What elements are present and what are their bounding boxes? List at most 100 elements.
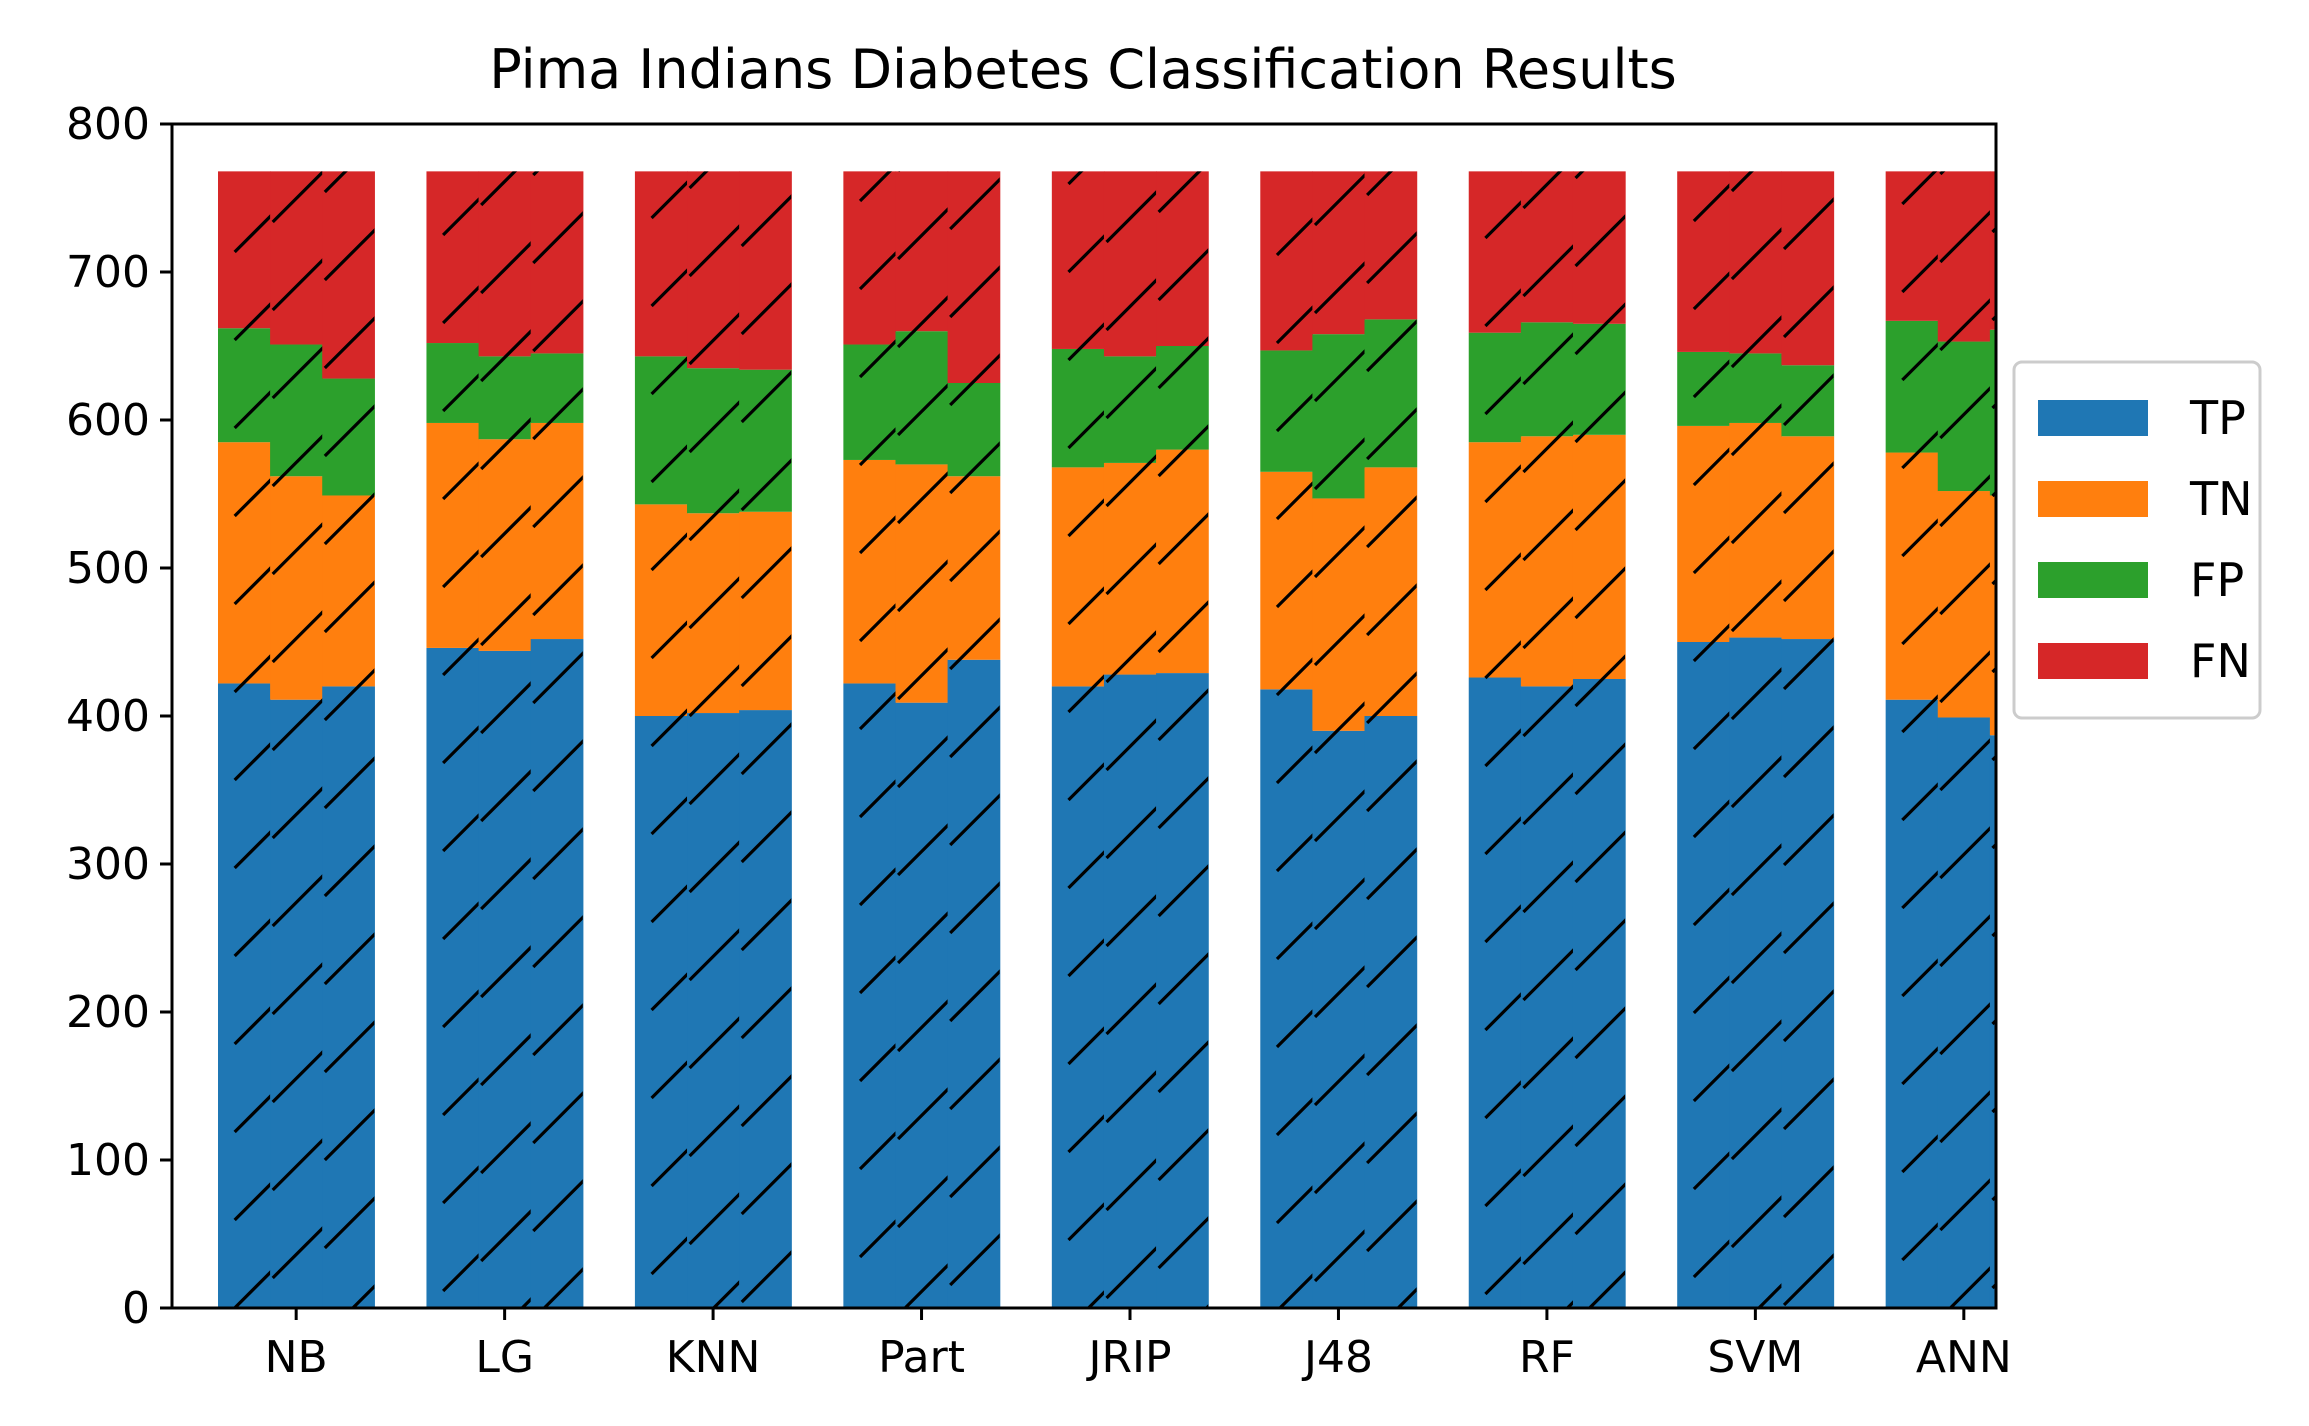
bar-fn-lg-2	[478, 171, 532, 357]
bar-tp-knn-1	[634, 716, 688, 1308]
hatch-line	[1730, 1019, 1782, 1073]
hatch-line	[532, 739, 583, 793]
hatch-ann-1	[1901, 171, 1938, 1262]
hatch-line	[1157, 952, 1209, 1006]
hatch-line	[1991, 1018, 1996, 1026]
x-tick-label: RF	[1519, 1332, 1575, 1383]
hatch-line	[1694, 1393, 1754, 1426]
hatch-line	[688, 171, 709, 190]
hatch-line	[1576, 0, 1636, 2]
hatch-line	[323, 1196, 375, 1250]
hatch-ann-2	[1939, 171, 1990, 1308]
hatch-line	[896, 823, 948, 877]
bar-tp-jrip-3	[1156, 673, 1209, 1308]
hatch-line	[323, 1108, 375, 1162]
x-tick-label: JRIP	[1085, 1332, 1171, 1383]
hatch-line	[949, 1145, 1000, 1199]
bar-fp-nb-3	[322, 378, 375, 496]
hatch-line	[1365, 1023, 1417, 1077]
hatch-line	[1574, 1182, 1626, 1236]
bar-tn-part-1	[843, 459, 897, 684]
hatch-line	[740, 194, 792, 248]
bar-tn-ann-2	[1937, 491, 1991, 718]
bar-fn-rf-1	[1468, 171, 1522, 333]
hatch-line	[1991, 842, 1996, 850]
hatch-line	[902, 1263, 948, 1308]
bar-tn-rf-2	[1520, 436, 1574, 687]
hatch-line	[1692, 359, 1730, 399]
hatch-line	[949, 353, 1000, 407]
hatch-line	[858, 867, 896, 907]
hatch-line	[711, 1280, 740, 1308]
hatch-line	[896, 1087, 948, 1141]
hatch-lg-2	[480, 171, 531, 1308]
hatch-nb-3	[323, 171, 375, 1308]
hatch-line	[233, 1094, 271, 1134]
hatch-line	[740, 722, 792, 776]
hatch-line	[1522, 948, 1573, 1002]
hatch-line	[1901, 254, 1938, 294]
hatch-line	[949, 705, 1000, 759]
hatch-line	[1730, 843, 1782, 897]
hatch-rf-2	[1522, 171, 1583, 1426]
hatch-line	[480, 417, 531, 471]
hatch-line	[532, 475, 583, 529]
hatch-line	[1484, 200, 1521, 240]
hatch-line	[273, 0, 333, 46]
hatch-part-1	[858, 171, 896, 1308]
y-tick-label: 300	[66, 839, 150, 890]
hatch-line	[480, 329, 531, 383]
hatch-line	[650, 268, 688, 308]
hatch-line	[1105, 190, 1157, 244]
hatch-line	[1485, 1410, 1545, 1426]
hatch-line	[896, 383, 948, 437]
hatch-line	[442, 197, 479, 237]
legend-label-tn: TN	[2189, 472, 2253, 526]
hatch-line	[1067, 410, 1104, 450]
bar-tp-rf-3	[1572, 679, 1626, 1308]
hatch-line	[650, 356, 688, 396]
hatch-line	[1523, 1380, 1583, 1426]
hatch-line	[1275, 1097, 1313, 1137]
hatch-line	[949, 265, 1000, 319]
hatch-line	[1784, 13, 1844, 73]
hatch-line	[1991, 314, 1996, 322]
hatch-line	[858, 603, 896, 643]
hatch-line	[740, 898, 792, 952]
hatch-line	[271, 346, 323, 400]
hatch-line	[949, 793, 1000, 847]
hatch-line	[1315, 1397, 1375, 1426]
hatch-line	[480, 857, 531, 911]
hatch-line	[650, 180, 688, 220]
hatch-line	[949, 529, 1000, 583]
hatch-line	[1782, 285, 1834, 339]
hatch-line	[1159, 0, 1219, 36]
hatch-line	[533, 1347, 593, 1407]
chart-title: Pima Indians Diabetes Classification Res…	[489, 38, 1677, 101]
hatch-line	[1067, 674, 1104, 714]
bar-fn-j48-1	[1260, 171, 1313, 351]
hatch-line	[1365, 407, 1417, 461]
bar-tn-knn-2	[687, 513, 740, 714]
hatch-line	[1732, 0, 1792, 15]
hatch-svm-2	[1730, 0, 1792, 1308]
bar-fp-lg-3	[530, 353, 584, 423]
hatch-line	[323, 404, 375, 458]
bar-tn-nb-1	[218, 442, 271, 684]
hatch-line	[235, 16, 295, 76]
hatch-line	[480, 1121, 531, 1175]
hatch-line	[1587, 1270, 1626, 1308]
bar-tp-knn-2	[687, 713, 740, 1308]
bar-fp-knn-3	[739, 369, 792, 512]
hatch-line	[1067, 1026, 1104, 1066]
hatch-line	[271, 1138, 323, 1192]
hatch-jrip-1	[1067, 171, 1104, 1308]
bar-tp-knn-3	[739, 710, 792, 1308]
hatch-line	[1275, 481, 1313, 521]
hatch-line	[1067, 322, 1104, 362]
bar-fn-part-1	[843, 171, 897, 345]
hatch-line	[1157, 1128, 1209, 1182]
bar-tp-rf-2	[1520, 686, 1574, 1308]
bar-fp-part-1	[843, 344, 897, 460]
bar-fn-ann-3	[1989, 171, 1996, 330]
